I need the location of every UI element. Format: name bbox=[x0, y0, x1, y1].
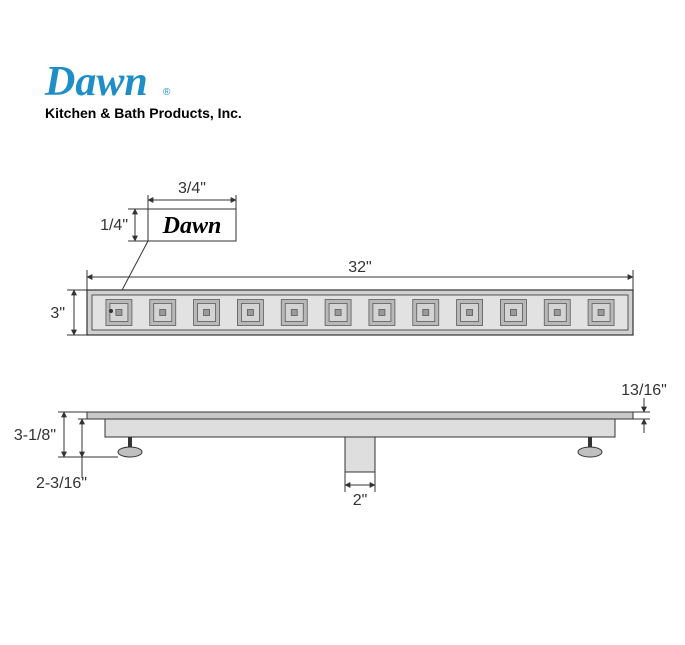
pattern-square bbox=[160, 310, 166, 316]
dim-lip: 13/16" bbox=[621, 382, 667, 399]
pattern-square bbox=[291, 310, 297, 316]
pattern-square bbox=[204, 310, 210, 316]
foot-right bbox=[578, 437, 602, 457]
pattern-square bbox=[335, 310, 341, 316]
dim-body-h: 2-3/16" bbox=[36, 475, 87, 492]
dim-top-height: 3" bbox=[50, 305, 65, 322]
callout-label: Dawn bbox=[162, 213, 222, 239]
pattern-square bbox=[116, 310, 122, 316]
brand-tagline: Kitchen & Bath Products, Inc. bbox=[45, 105, 242, 121]
side-view: 13/16" 3-1/8" 2-3/16" 2" bbox=[14, 382, 667, 509]
pattern-square bbox=[247, 310, 253, 316]
brand-logo: Dawn bbox=[44, 59, 148, 105]
foot-left bbox=[118, 437, 142, 457]
pattern-square bbox=[423, 310, 429, 316]
dim-outlet: 2" bbox=[353, 492, 368, 509]
pattern-square bbox=[554, 310, 560, 316]
registered-mark: ® bbox=[163, 87, 171, 98]
pattern-square bbox=[379, 310, 385, 316]
top-view: 32" 3" bbox=[50, 259, 633, 335]
dim-callout-width: 3/4" bbox=[178, 180, 206, 197]
pattern-square bbox=[598, 310, 604, 316]
pattern-square bbox=[467, 310, 473, 316]
dim-length: 32" bbox=[348, 259, 371, 276]
pattern-square bbox=[510, 310, 516, 316]
dim-total-h: 3-1/8" bbox=[14, 427, 56, 444]
dim-callout-height: 1/4" bbox=[100, 217, 128, 234]
